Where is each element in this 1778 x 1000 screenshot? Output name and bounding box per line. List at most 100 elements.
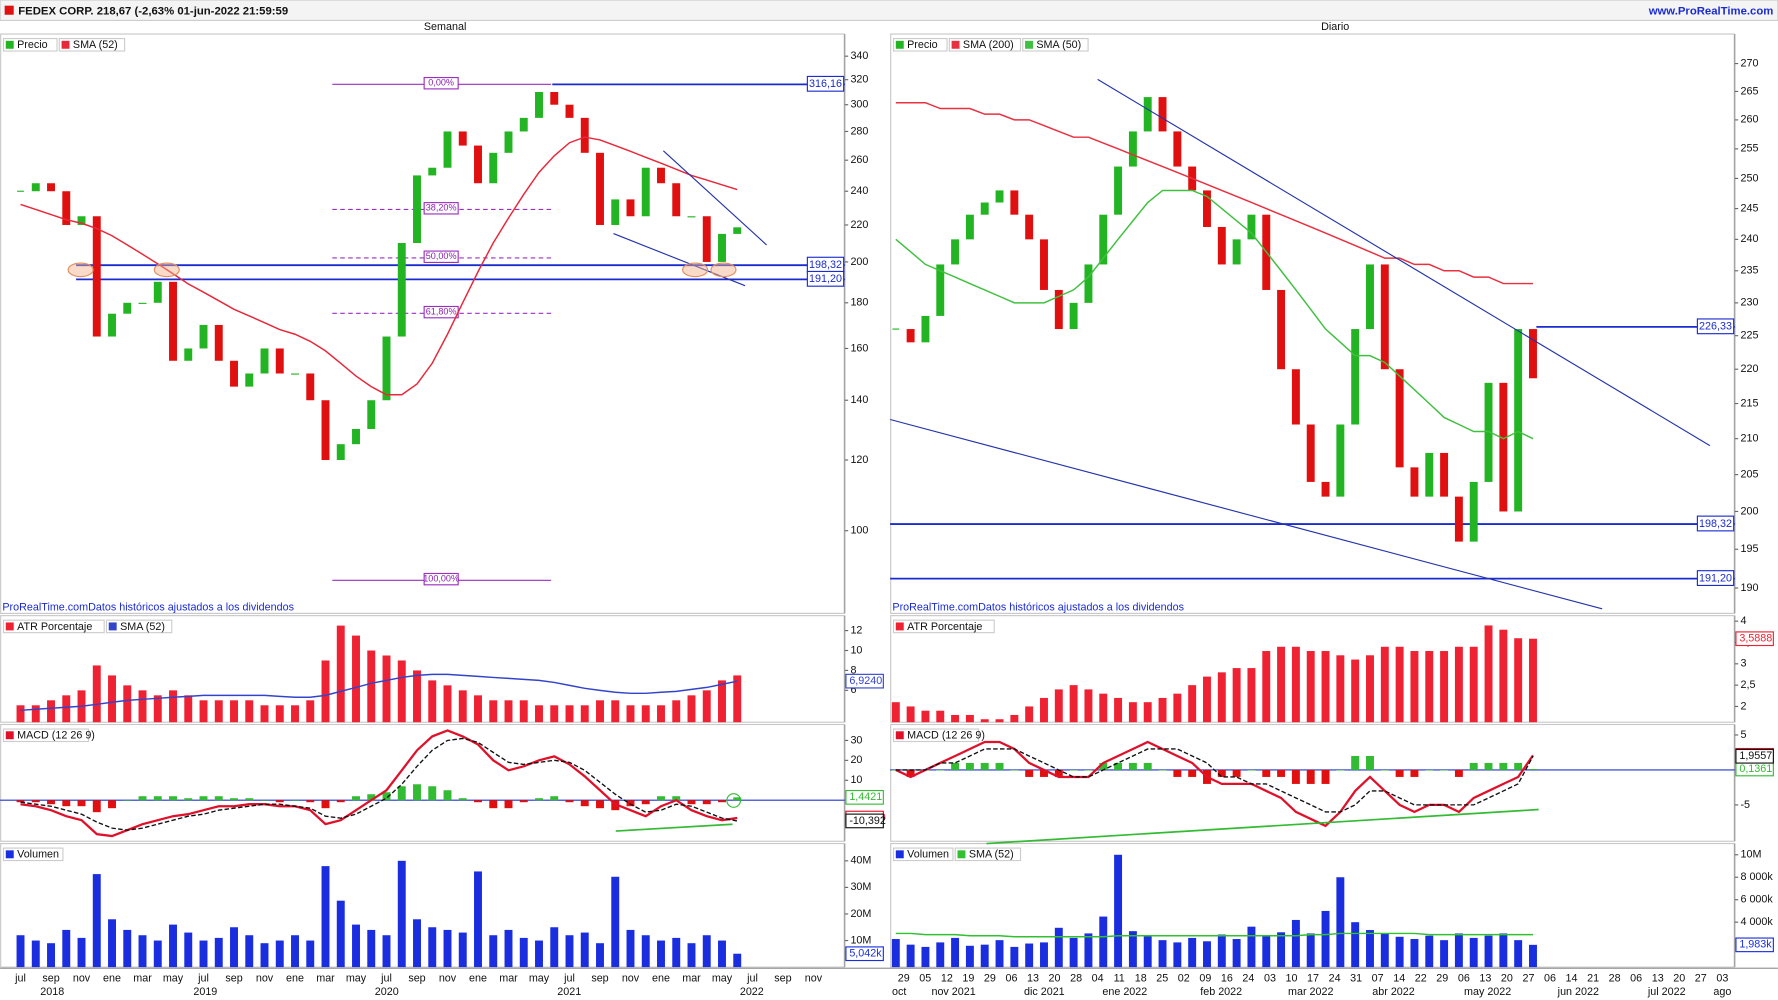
bar	[321, 800, 330, 809]
candle	[352, 428, 360, 445]
candle	[718, 233, 726, 262]
x-tick-label: 20	[1501, 972, 1513, 984]
bar	[1440, 940, 1449, 968]
candle	[1395, 369, 1404, 468]
x-period-label: 2020	[375, 986, 399, 998]
candle	[123, 302, 132, 314]
y-tick-label: 190	[1740, 582, 1758, 594]
candle	[1025, 214, 1034, 240]
bar	[77, 800, 86, 807]
x-tick-label: 24	[1329, 972, 1341, 984]
x-tick-label: mar	[682, 972, 701, 984]
bar	[611, 700, 620, 723]
bar	[936, 710, 945, 723]
bar	[62, 929, 71, 968]
bar	[397, 860, 406, 968]
bar	[16, 705, 25, 723]
bar	[336, 900, 345, 968]
bar	[672, 796, 681, 801]
fib-label-box	[423, 76, 459, 90]
fib-label: 0,00%	[428, 78, 454, 88]
bar	[657, 796, 665, 801]
bar	[1306, 933, 1315, 968]
bar	[1454, 933, 1463, 968]
level-label: 198,32	[809, 259, 842, 271]
bar	[1084, 933, 1093, 968]
bar	[458, 690, 467, 723]
bar	[1128, 702, 1137, 723]
x-tick-label: 04	[1092, 972, 1104, 984]
candle	[906, 329, 915, 343]
bar	[275, 940, 284, 968]
x-tick-label: 27	[1522, 972, 1534, 984]
candle	[1291, 369, 1300, 425]
y-tick-label: 20	[850, 754, 862, 766]
y-tick-label: 2,5	[1740, 679, 1755, 691]
bar	[936, 942, 945, 968]
legend-swatch	[895, 40, 904, 49]
y-tick-label: 195	[1740, 543, 1758, 555]
fib-label: 38,20%	[426, 203, 457, 213]
bar	[1203, 941, 1211, 968]
bar	[1514, 940, 1523, 968]
last-value-label: 0,1361	[1739, 763, 1772, 775]
trendline	[986, 808, 1539, 845]
candle	[62, 191, 71, 225]
bar	[214, 796, 223, 801]
bar	[47, 943, 55, 968]
y-tick-label: 10	[850, 774, 862, 786]
x-tick-label: 27	[1695, 972, 1707, 984]
bar	[1469, 937, 1478, 968]
fib-label-box	[423, 250, 459, 263]
bar	[291, 705, 299, 723]
candle	[31, 183, 40, 192]
bar	[428, 786, 437, 801]
bar	[245, 935, 254, 968]
candle	[626, 199, 635, 217]
x-tick-label: 12	[941, 972, 953, 984]
level-label-box	[1696, 570, 1735, 587]
legend-swatch	[108, 622, 117, 631]
x-tick-label: 10	[1286, 972, 1298, 984]
candle	[1306, 424, 1315, 482]
x-tick-label: nov	[256, 972, 274, 984]
bar	[47, 800, 55, 805]
bar	[580, 932, 589, 968]
bar	[1277, 769, 1286, 777]
bar	[1232, 939, 1241, 968]
site-link[interactable]: www.ProRealTime.com	[1648, 5, 1774, 17]
y-tick-label: 260	[1740, 114, 1758, 126]
bar	[123, 685, 132, 723]
legend-swatch	[895, 850, 904, 859]
legend-box	[58, 37, 126, 52]
marker-ellipse	[682, 262, 709, 278]
x-tick-label: sep	[774, 972, 791, 984]
legend-label: Volumen	[907, 849, 949, 861]
bar	[474, 800, 482, 803]
bar	[1025, 943, 1034, 968]
last-value-box	[1735, 748, 1774, 764]
bar	[1040, 697, 1048, 723]
candle	[260, 348, 269, 374]
bar	[733, 953, 742, 968]
bar	[1173, 942, 1182, 968]
fib-label: 100,00%	[423, 574, 459, 584]
x-tick-label: 29	[1436, 972, 1448, 984]
x-tick-label: 14	[1566, 972, 1578, 984]
bar	[31, 705, 40, 723]
x-tick-label: jul	[380, 972, 392, 984]
last-value-box	[1735, 937, 1774, 953]
instrument-title: FEDEX CORP. 218,67 (-2,63% 01-jun-2022 2…	[18, 5, 288, 17]
x-period-label: 2022	[740, 986, 764, 998]
bar	[1410, 651, 1419, 723]
bar	[702, 800, 711, 805]
trendline	[889, 418, 1603, 610]
y-tick-label: 270	[1740, 57, 1758, 69]
candle	[687, 216, 696, 218]
bar	[951, 762, 960, 770]
bar	[921, 946, 930, 968]
bar	[1158, 940, 1167, 968]
y-tick-label: 30	[850, 734, 862, 746]
